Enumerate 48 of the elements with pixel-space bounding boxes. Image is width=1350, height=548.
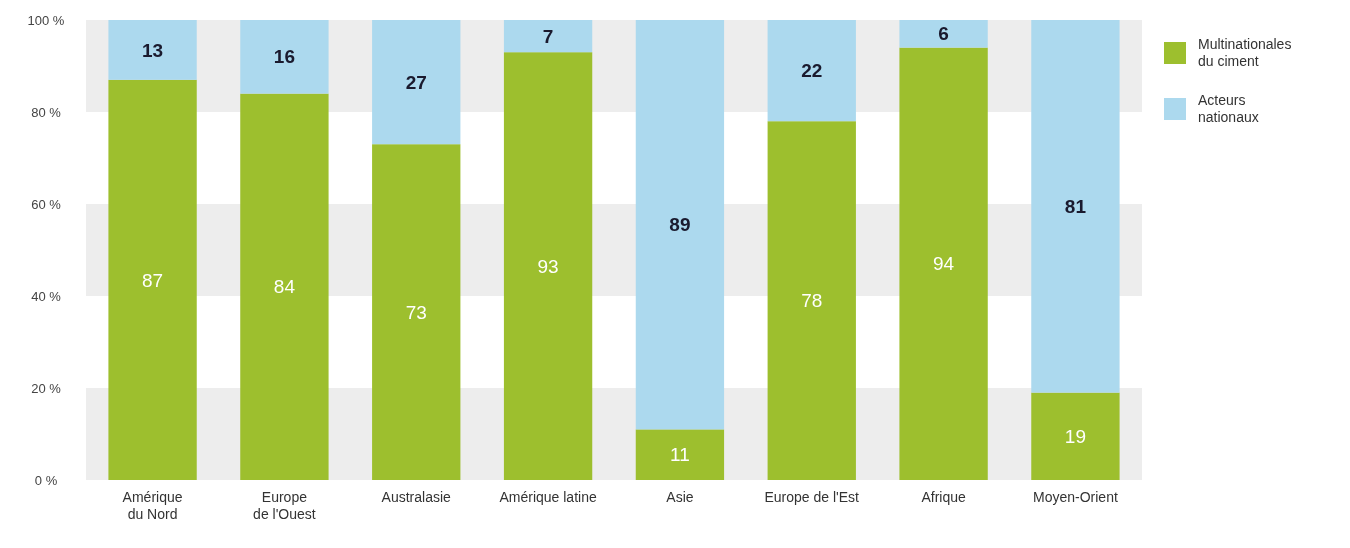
x-tick-label: Amérique latine xyxy=(499,489,597,505)
data-label: 78 xyxy=(801,290,823,312)
bar xyxy=(240,20,329,94)
bar xyxy=(108,20,197,80)
y-tick-label: 80 % xyxy=(31,104,62,120)
bar xyxy=(1031,20,1120,393)
bar xyxy=(1031,392,1120,480)
legend-label: Multinationales du ciment xyxy=(1198,36,1292,69)
data-label: 87 xyxy=(142,269,164,291)
bar xyxy=(503,52,593,480)
data-label: 13 xyxy=(142,39,164,61)
y-tick-label: 40 % xyxy=(31,288,62,304)
x-tick-label: Europe de l'Ouest xyxy=(253,489,316,522)
data-label: 89 xyxy=(669,214,691,236)
bar xyxy=(240,93,329,480)
x-tick-label: Moyen-Orient xyxy=(1033,489,1118,505)
x-tick-label: Amérique du Nord xyxy=(122,489,183,522)
y-tick-label: 100 % xyxy=(27,12,65,28)
y-tick-label: 0 % xyxy=(34,472,58,488)
data-label: 93 xyxy=(537,255,559,277)
bar xyxy=(372,144,461,480)
data-label: 6 xyxy=(938,23,949,45)
data-label: 19 xyxy=(1064,425,1086,447)
bar xyxy=(503,20,593,53)
data-label: 27 xyxy=(405,71,427,93)
legend-label: Acteurs nationaux xyxy=(1198,92,1259,125)
x-tick-label: Australasie xyxy=(381,489,452,505)
bar xyxy=(899,47,988,480)
data-label: 73 xyxy=(405,301,427,323)
bar xyxy=(635,429,725,480)
data-label: 94 xyxy=(933,253,955,275)
y-tick-label: 20 % xyxy=(31,380,62,396)
data-label: 22 xyxy=(801,60,823,82)
data-label: 7 xyxy=(542,25,554,47)
bar xyxy=(372,20,461,145)
data-label: 84 xyxy=(273,276,296,298)
bar xyxy=(767,121,856,480)
data-label: 16 xyxy=(273,46,295,68)
bar xyxy=(108,79,197,480)
data-label: 81 xyxy=(1064,195,1087,217)
bar xyxy=(767,20,856,122)
x-tick-label: Europe de l'Est xyxy=(764,489,860,505)
x-tick-label: Asie xyxy=(666,489,694,505)
x-tick-label: Afrique xyxy=(921,489,966,505)
bar xyxy=(635,20,725,430)
data-label: 11 xyxy=(670,444,690,466)
bar xyxy=(899,20,988,48)
y-tick-label: 60 % xyxy=(31,196,62,212)
